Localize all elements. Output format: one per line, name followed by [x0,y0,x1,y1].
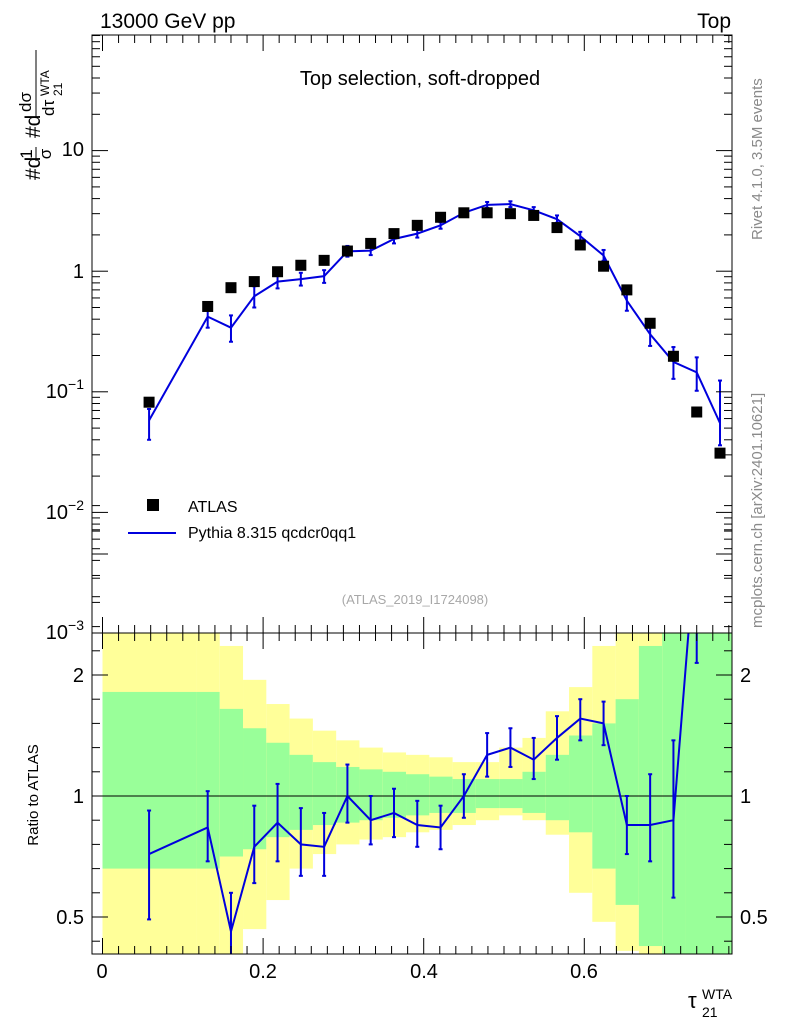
atlas-point [143,396,155,408]
ratio-band-green [196,691,220,869]
atlas-point [481,207,493,219]
svg-text:WTA: WTA [38,70,52,96]
svg-text:#d: #d [22,157,45,180]
y-tick-label-0.001: 10−3 [46,617,84,644]
pythia-line [148,203,721,424]
atlas-point [714,447,726,459]
main-ticks [92,35,732,634]
svg-text:τ: τ [688,988,697,1013]
ratio-y-axis-label: Ratio to ATLAS [25,744,42,845]
rivet-version-label: Rivet 4.1.0, 3.5M events [749,78,766,240]
ratio-band-green [359,769,383,821]
ratio-y-tick-label-0.5: 0.5 [56,907,84,929]
x-tick-label-0: 0 [96,961,107,983]
analysis-watermark: (ATLAS_2019_I1724098) [342,592,488,607]
y-tick-label-0.1: 10−1 [46,376,84,403]
ratio-band-green [312,762,337,826]
atlas-point [551,222,563,234]
ratio-frame [91,632,733,955]
x-tick-label-0.6: 0.6 [570,961,598,983]
atlas-point [248,276,260,288]
ratio-y-tick-label-2: 2 [73,665,84,687]
atlas-point [528,209,540,221]
ratio-band-green [545,754,570,821]
atlas-point [644,317,656,329]
ratio-y-tick-label-1-right: 1 [740,786,751,808]
ratio-band-green [475,779,500,809]
category-label: Top [697,10,731,33]
y-tick-label-10: 10 [62,139,84,161]
svg-text:WTA: WTA [702,986,733,1002]
ratio-y-tick-label-1: 1 [73,786,84,808]
main-y-axis-label: #d 1 σ #d dσ dτ WTA 21 [16,50,65,180]
main-frame [91,34,733,634]
y-tick-label-1: 1 [73,261,84,283]
ratio-bands-layer [102,633,732,954]
ratio-band-green [522,771,546,813]
atlas-point [365,237,377,249]
x-tick-label-0.2: 0.2 [249,961,277,983]
main-series-layer [143,200,726,459]
atlas-point [272,266,284,278]
legend: ATLAS Pythia 8.315 qcdcr0qq1 [128,499,356,542]
ratio-band-green [569,735,593,833]
main-panel: Top selection, soft-dropped (ATLAS_2019_… [16,34,733,644]
atlas-point [388,228,400,240]
atlas-point [295,259,307,271]
svg-text:dτ: dτ [39,100,58,116]
ratio-band-green [499,779,523,809]
ratio-band-green [406,774,430,816]
ratio-panel: Ratio to ATLAS 2 1 0.5 2 1 0.5 0 0.2 0.4… [25,505,768,1020]
ratio-ticks [92,505,732,954]
atlas-point [435,211,447,223]
legend-marker-atlas [147,499,159,511]
ratio-band-green [219,708,244,857]
x-axis-label: τ WTA 21 [688,986,733,1020]
atlas-point [504,208,516,220]
svg-text:σ: σ [36,148,55,159]
atlas-point [598,260,610,272]
atlas-point [621,284,633,296]
atlas-point [225,282,237,294]
svg-text:21: 21 [51,82,65,96]
atlas-point [691,406,703,418]
atlas-point [341,245,353,257]
atlas-point [411,219,423,231]
svg-text:#d: #d [22,115,45,138]
ratio-pythia-line [148,633,690,932]
energy-label: 13000 GeV pp [100,10,235,33]
y-tick-label-0.01: 10−2 [46,497,84,524]
main-title: Top selection, soft-dropped [300,68,540,90]
legend-label-atlas: ATLAS [188,499,238,516]
x-tick-label-0.4: 0.4 [410,961,438,983]
ratio-series-layer [147,633,699,954]
atlas-point [458,207,470,219]
atlas-point [202,300,214,312]
ratio-y-tick-label-0.5-right: 0.5 [740,907,768,929]
atlas-point [318,254,330,266]
ratio-band-green [685,633,732,954]
atlas-point [574,239,586,251]
atlas-point [667,350,679,362]
ratio-y-tick-label-2-right: 2 [740,665,751,687]
mcplots-site-label: mcplots.cern.ch [arXiv:2401.10621] [749,393,766,628]
legend-label-pythia: Pythia 8.315 qcdcr0qq1 [188,525,356,542]
ratio-band-green [289,754,313,830]
ratio-band-green [429,776,453,813]
ratio-band-green [243,728,267,850]
svg-text:21: 21 [702,1004,718,1020]
svg-text:1: 1 [17,149,36,158]
svg-text:dσ: dσ [16,92,35,112]
